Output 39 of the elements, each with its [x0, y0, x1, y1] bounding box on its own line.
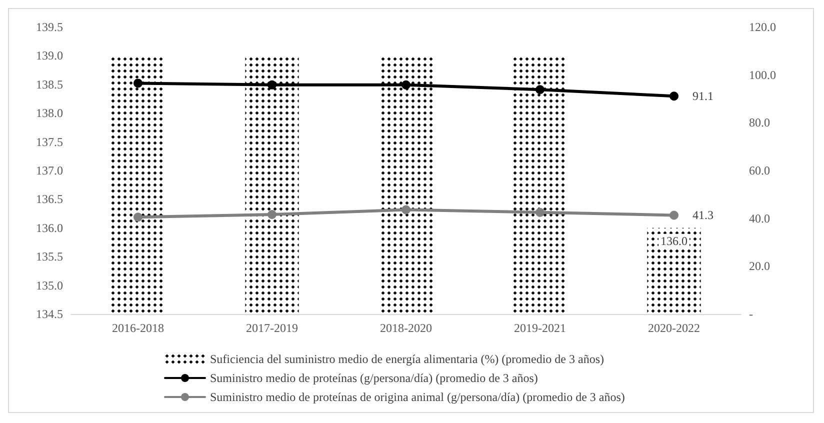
- x-tick-label: 2018-2020: [380, 321, 432, 335]
- y-tick-label: 139.5: [36, 20, 63, 34]
- legend-label: Suficiencia del suministro medio de energía alimentaria (%) (promedio de 3 años): [210, 352, 604, 366]
- point: [268, 80, 276, 90]
- point: [134, 78, 142, 88]
- data-label: 91.1: [692, 89, 714, 104]
- y-tick-label: 136.0: [36, 220, 63, 235]
- y2-tick-label: 100.0: [749, 68, 776, 82]
- y2-tick-label: 20.0: [749, 259, 770, 274]
- x-tick-label: 2019-2021: [514, 321, 566, 335]
- y-tick-label: 137.0: [36, 164, 63, 178]
- y-tick-label: 137.5: [36, 134, 63, 149]
- data-label: 41.3: [692, 208, 714, 222]
- point: [268, 210, 276, 220]
- y2-tick-label: 40.0: [749, 211, 770, 226]
- x-tick-label: 2016-2018: [112, 321, 164, 335]
- legend-label: Suministro medio de proteínas (g/persona/día) (promedio de 3 años): [210, 371, 538, 385]
- y-tick-label: 139.0: [36, 48, 63, 63]
- x-tick-label: 2017-2019: [246, 321, 298, 335]
- y-tick-label: 135.0: [36, 278, 63, 292]
- y2-tick-label: 80.0: [749, 116, 770, 130]
- y-tick-label: 135.5: [36, 250, 63, 264]
- point: [402, 205, 410, 214]
- y-tick-label: 138.0: [36, 106, 63, 120]
- point: [134, 212, 142, 222]
- x-tick-label: 2020-2022: [648, 321, 700, 335]
- y-tick-label: 136.5: [36, 192, 63, 206]
- legend-label: Suministro medio de proteínas de origina animal (g/persona/día) (promedio de 3 años): [210, 390, 625, 404]
- y-tick-label: 134.5: [36, 307, 63, 321]
- point: [670, 92, 678, 101]
- point: [402, 80, 410, 90]
- point: [670, 210, 678, 220]
- y-tick-label: 138.5: [36, 77, 63, 92]
- point: [536, 85, 544, 94]
- data-label: 136.0: [660, 234, 688, 248]
- point: [536, 208, 544, 217]
- y2-tick-label: -: [749, 307, 753, 321]
- y2-tick-label: 120.0: [749, 20, 776, 34]
- y2-tick-label: 60.0: [749, 164, 770, 178]
